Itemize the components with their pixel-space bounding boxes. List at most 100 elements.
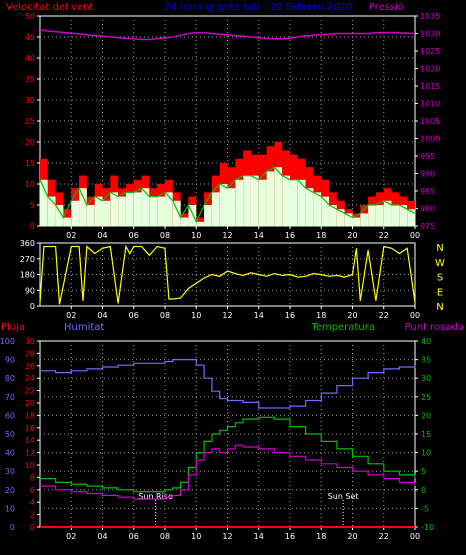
wind-ytick-label: 50 [25,12,35,21]
wind-xtick-label: 16 [285,231,295,240]
wind-average-bar [313,192,322,226]
wind-average-bar [196,221,205,226]
temperature-legend: Temperatura [310,322,375,333]
wind-average-bar [86,205,95,226]
compass-label: W [435,258,445,269]
wind-panel: 02 04 06 08 10 12 14 16 18 20 22 000510152025303540… [25,12,441,240]
wind-ytick-label: 15 [25,159,35,168]
wind-xtick-label: 10 [191,231,201,240]
direction-xtick-label: 06 [129,311,139,320]
wind-ytick-label: 0 [30,222,35,231]
wind-average-bar [188,205,197,226]
rain-ytick-label: 2 [30,511,35,520]
wind-average-bar [219,184,228,226]
wind-average-bar [47,196,56,226]
rain-ytick-label: 16 [25,424,35,433]
humidity-ytick-label: 10 [5,504,15,513]
wind-xtick-label: 12 [222,231,232,240]
pressure-ytick-label: 1020 [420,65,440,74]
wind-average-bar [79,188,87,226]
wind-average-bar [102,200,111,226]
direction-xtick-label: 04 [97,311,107,320]
compass-label: S [437,273,443,284]
pressure-ytick-label: 975 [420,222,435,231]
humidity-ytick-label: 20 [5,486,15,495]
pressure-ytick-label: 1030 [420,30,440,39]
sun-marker-label: Sun Rise [138,492,173,501]
direction-ytick-label: 0 [30,302,35,311]
dewpoint-line [40,444,416,500]
sun-marker-label: Sun Set [328,492,359,501]
wind-average-bar [40,179,48,226]
wind-ytick-label: 25 [25,117,35,126]
weather-xtick-label: 10 [191,532,201,541]
direction-xtick-label: 02 [66,311,76,320]
wind-average-bar [336,209,345,226]
direction-ytick-label: 270 [20,255,35,264]
wind-average-bar [282,175,290,226]
direction-xtick-label: 08 [160,311,170,320]
weather-xtick-label: 22 [379,532,389,541]
wind-average-bar [149,196,158,226]
pressure-ytick-label: 1035 [420,12,440,21]
wind-xtick-label: 22 [379,231,389,240]
wind-xtick-label: 18 [316,231,326,240]
wind-ytick-label: 5 [30,201,35,210]
wind-average-bar [368,205,376,226]
humidity-ytick-label: 70 [5,393,15,402]
temperature-ytick-label: 35 [421,356,431,365]
wind-average-bar [118,196,126,226]
pressure-line [39,29,416,41]
wind-xtick-label: 02 [66,231,76,240]
wind-average-bar [125,192,134,226]
humidity-legend: Humitat [64,322,104,333]
wind-average-bar [172,200,181,226]
wind-average-bar [297,179,306,226]
wind-average-bar [305,188,314,226]
pressure-label: Pressió [369,1,404,13]
wind-average-bar [180,217,189,226]
rain-ytick-label: 0 [30,523,35,532]
wind-average-bar [290,179,298,226]
humidity-ytick-label: 40 [5,449,15,458]
wind-xtick-label: 04 [97,231,107,240]
wind-average-bar [94,196,103,226]
wind-average-bar [204,205,212,226]
wind-ytick-label: 35 [25,75,35,84]
weather-xtick-label: 08 [160,532,170,541]
wind-average-bar [321,196,330,226]
direction-xtick-label: 22 [379,311,389,320]
wind-average-bar [329,205,337,226]
humidity-ytick-label: 0 [10,523,15,532]
wind-ytick-label: 20 [25,138,35,147]
wind-average-bar [110,192,119,226]
temperature-ytick-label: 25 [421,393,431,402]
wind-average-bar [391,205,400,226]
wind-ytick-label: 40 [25,54,35,63]
rain-ytick-label: 28 [25,349,35,358]
wind-direction-line [39,244,416,305]
humidity-line [40,359,416,409]
rain-ytick-label: 20 [25,399,35,408]
wind-average-bar [227,188,236,226]
wind-xtick-label: 06 [129,231,139,240]
temperature-ytick-label: 20 [421,411,431,420]
rain-ytick-label: 26 [25,362,35,371]
wind-average-bar [211,192,220,226]
humidity-ytick-label: 30 [5,467,15,476]
pressure-ytick-label: 1000 [420,135,440,144]
wind-average-bar [71,200,80,226]
compass-label: E [437,287,443,298]
rain-ytick-label: 4 [30,498,35,507]
direction-xtick-label: 00 [410,311,420,320]
rain-legend: Pluja [1,322,25,333]
humidity-ytick-label: 80 [5,374,15,383]
direction-xtick-label: 16 [285,311,295,320]
weather-xtick-label: 18 [316,532,326,541]
wind-xtick-label: 14 [254,231,264,240]
humidity-ytick-label: 50 [5,430,15,439]
weather-xtick-label: 14 [254,532,264,541]
wind-average-bar [352,217,361,226]
temperature-line [40,416,416,493]
wind-average-bar [375,205,384,226]
